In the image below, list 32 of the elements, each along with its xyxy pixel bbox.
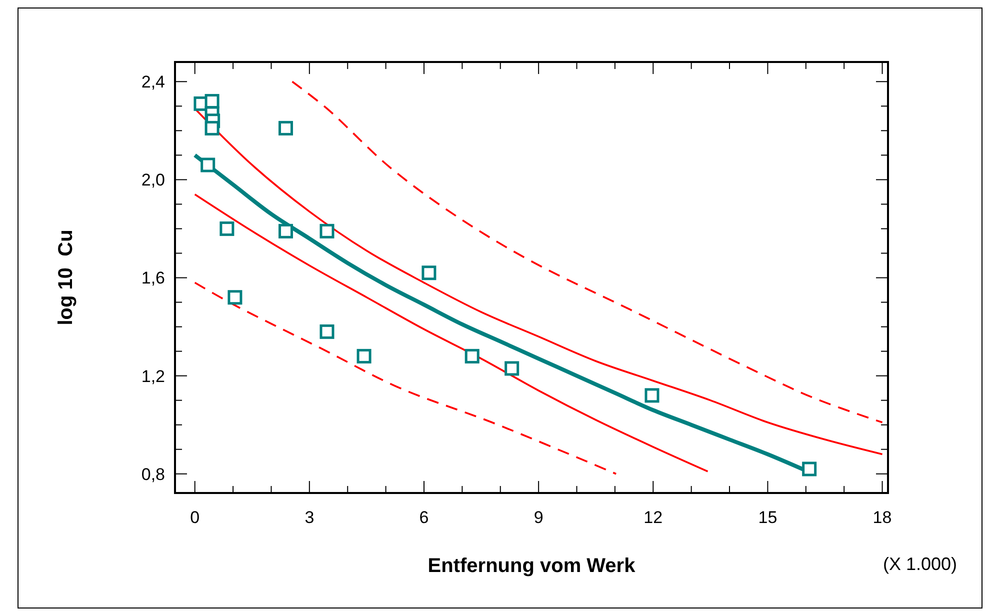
y-tick-label: 2,4 bbox=[141, 72, 165, 92]
y-tick-label: 2,0 bbox=[141, 170, 165, 190]
x-axis-title: Entfernung vom Werk bbox=[428, 555, 636, 577]
point bbox=[200, 158, 216, 172]
point bbox=[204, 120, 220, 136]
point bbox=[278, 120, 293, 136]
point bbox=[464, 348, 480, 364]
point bbox=[644, 388, 660, 403]
y-tick-label: 1,2 bbox=[141, 366, 165, 386]
x-tick-label: 15 bbox=[758, 508, 778, 527]
x-tick-label: 0 bbox=[190, 508, 200, 527]
point bbox=[228, 290, 242, 305]
point bbox=[422, 266, 436, 280]
point bbox=[504, 361, 520, 376]
x-tick-label: 12 bbox=[644, 508, 663, 527]
x-tick-label: 3 bbox=[304, 508, 314, 527]
point bbox=[320, 324, 334, 339]
x-tick-label: 9 bbox=[534, 508, 544, 527]
x-tick-label: 18 bbox=[872, 508, 892, 527]
point bbox=[802, 462, 817, 476]
line-series bbox=[194, 193, 709, 472]
text: (X 1.000) bbox=[882, 554, 957, 574]
y-tick-label: 0,8 bbox=[141, 464, 165, 484]
y-axis-title: log 10 Cu bbox=[55, 230, 77, 326]
line-series bbox=[291, 80, 884, 424]
point bbox=[320, 224, 334, 238]
x-tick-label: 6 bbox=[419, 508, 429, 527]
line-series bbox=[194, 282, 617, 475]
point bbox=[278, 224, 293, 238]
point bbox=[356, 348, 372, 364]
point bbox=[220, 221, 234, 236]
y-tick-label: 1,6 bbox=[141, 268, 165, 288]
